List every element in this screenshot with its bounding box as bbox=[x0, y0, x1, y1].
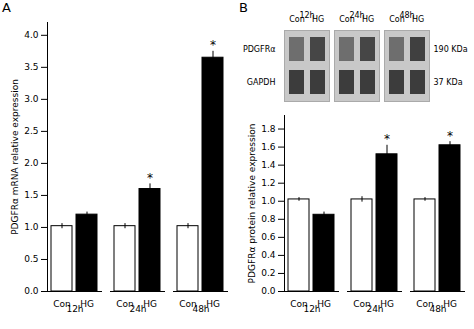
svg-text:*: * bbox=[447, 129, 453, 143]
svg-text:GAPDH: GAPDH bbox=[247, 78, 276, 87]
svg-text:HG: HG bbox=[80, 299, 94, 309]
svg-text:HG: HG bbox=[443, 299, 457, 309]
svg-text:0.6: 0.6 bbox=[261, 232, 276, 242]
svg-text:Con: Con bbox=[353, 299, 371, 309]
svg-text:PDGFRα: PDGFRα bbox=[243, 45, 276, 54]
svg-text:1.2: 1.2 bbox=[261, 178, 275, 188]
svg-text:3.5: 3.5 bbox=[24, 62, 38, 72]
html-text:B: B bbox=[239, 0, 248, 15]
svg-text:190 KDa: 190 KDa bbox=[434, 45, 468, 54]
svg-text:*: * bbox=[210, 38, 216, 52]
svg-text:Con: Con bbox=[339, 15, 355, 24]
svg-text:0.0: 0.0 bbox=[261, 286, 276, 296]
svg-text:2.0: 2.0 bbox=[24, 158, 39, 168]
svg-text:PDGFRα mRNA relative expressio: PDGFRα mRNA relative expression bbox=[10, 79, 20, 235]
svg-text:Con: Con bbox=[53, 299, 71, 309]
svg-text:0.0: 0.0 bbox=[24, 286, 39, 296]
svg-text:1.0: 1.0 bbox=[24, 222, 39, 232]
svg-text:HG: HG bbox=[206, 299, 220, 309]
svg-text:HG: HG bbox=[317, 299, 331, 309]
svg-text:2.5: 2.5 bbox=[24, 126, 38, 136]
svg-text:Con: Con bbox=[179, 299, 197, 309]
svg-text:*: * bbox=[384, 132, 390, 146]
svg-text:0.8: 0.8 bbox=[261, 214, 276, 224]
svg-text:1.0: 1.0 bbox=[261, 196, 276, 206]
svg-text:3.0: 3.0 bbox=[24, 94, 39, 104]
svg-text:0.2: 0.2 bbox=[261, 268, 275, 278]
svg-text:HG: HG bbox=[312, 15, 324, 24]
svg-text:Con: Con bbox=[416, 299, 434, 309]
svg-text:HG: HG bbox=[412, 15, 424, 24]
svg-text:4.0: 4.0 bbox=[24, 30, 39, 40]
svg-text:Con: Con bbox=[116, 299, 134, 309]
svg-text:Con: Con bbox=[290, 299, 308, 309]
html-text:A: A bbox=[2, 0, 11, 15]
svg-text:0.5: 0.5 bbox=[24, 254, 38, 264]
svg-text:Con: Con bbox=[389, 15, 405, 24]
svg-text:HG: HG bbox=[380, 299, 394, 309]
svg-text:*: * bbox=[147, 171, 153, 185]
svg-text:HG: HG bbox=[143, 299, 157, 309]
svg-text:HG: HG bbox=[362, 15, 374, 24]
svg-text:0.4: 0.4 bbox=[261, 250, 276, 260]
svg-text:1.4: 1.4 bbox=[261, 160, 276, 170]
svg-text:37 KDa: 37 KDa bbox=[434, 78, 463, 87]
svg-text:Con: Con bbox=[289, 15, 305, 24]
svg-text:1.6: 1.6 bbox=[261, 142, 276, 152]
svg-text:1.5: 1.5 bbox=[24, 190, 38, 200]
svg-text:PDGFRα protein relative expres: PDGFRα protein relative expression bbox=[247, 124, 257, 284]
svg-text:1.8: 1.8 bbox=[261, 124, 276, 134]
